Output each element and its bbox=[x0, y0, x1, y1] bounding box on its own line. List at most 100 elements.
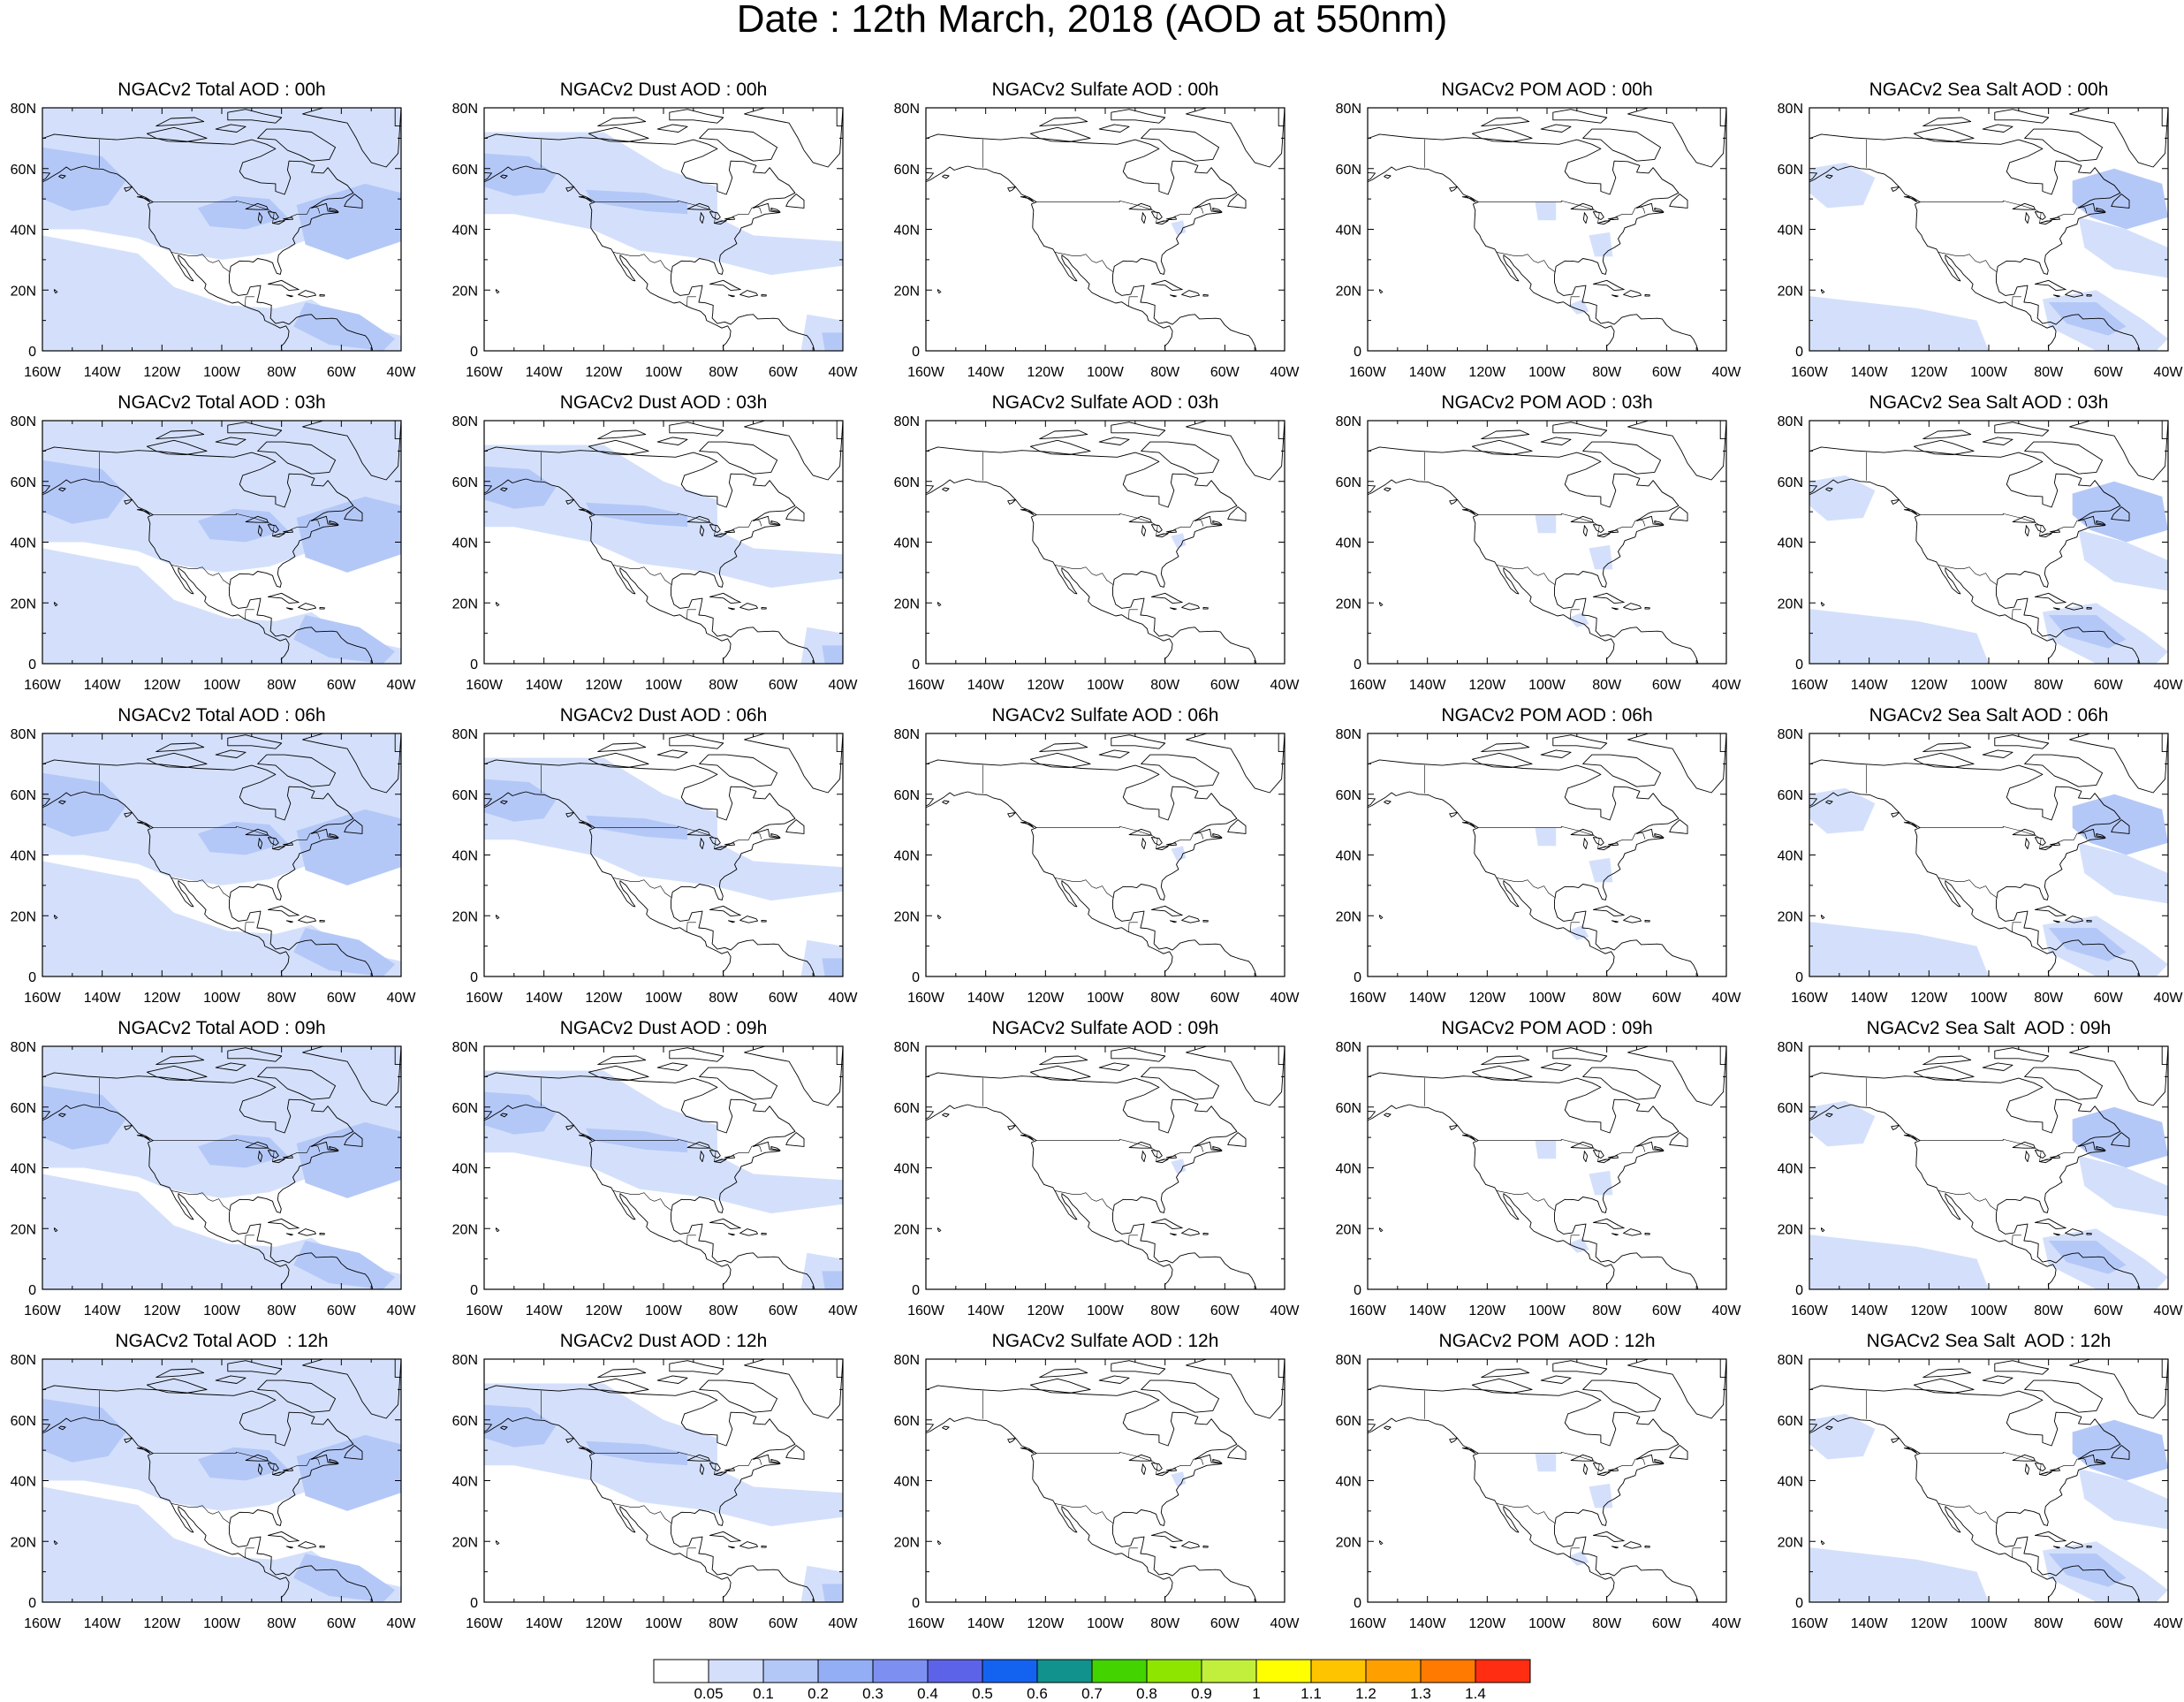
lon-tick-label: 100W bbox=[645, 678, 683, 693]
aod-field-ssAtl2 bbox=[2078, 529, 2168, 591]
colorbar-swatch bbox=[708, 1659, 764, 1683]
colorbar-swatch bbox=[982, 1659, 1038, 1683]
map-panel: 160W 140W 120W 100W 80W 60W 40W 0 20N 40N 60N 80N bbox=[1336, 414, 1742, 693]
lon-tick-label: 160W bbox=[466, 678, 504, 693]
map-panel: 160W 140W 120W 100W 80W 60W 40W 0 20N 40N 60N 80N bbox=[452, 102, 859, 380]
coastline bbox=[1368, 733, 1726, 976]
lon-tick-label: 60W bbox=[1210, 365, 1240, 380]
political-borders bbox=[99, 1077, 321, 1245]
lat-tick-label: 60N bbox=[452, 1414, 478, 1429]
lat-tick-label: 60N bbox=[1778, 475, 1803, 490]
lon-tick-label: 100W bbox=[1087, 365, 1125, 380]
aod-field-totalBand bbox=[197, 195, 288, 230]
lon-tick-label: 40W bbox=[2154, 365, 2184, 380]
lat-tick-label: 40N bbox=[894, 1475, 920, 1490]
lon-tick-label: 160W bbox=[907, 365, 945, 380]
political-borders bbox=[1866, 1390, 2088, 1558]
lat-tick-label: 40N bbox=[1778, 224, 1803, 239]
lon-tick-label: 40W bbox=[1270, 991, 1301, 1006]
lat-tick-label: 80N bbox=[894, 727, 920, 742]
aod-field-ssNW bbox=[1809, 1413, 1876, 1460]
lon-tick-label: 60W bbox=[2094, 1303, 2124, 1318]
colorbar-label: 1.1 bbox=[1301, 1685, 1322, 1698]
political-borders bbox=[99, 139, 321, 307]
panel-title: NGACv2 POM AOD : 09h bbox=[1441, 1018, 1653, 1038]
lon-tick-label: 100W bbox=[203, 365, 241, 380]
lat-tick-label: 0 bbox=[28, 970, 36, 985]
aod-field-totalBand bbox=[197, 821, 288, 855]
political-borders bbox=[541, 764, 762, 932]
panel-title: NGACv2 Dust AOD : 09h bbox=[559, 1018, 768, 1038]
lat-tick-label: 20N bbox=[11, 284, 36, 299]
political-borders bbox=[1866, 1077, 2088, 1245]
lat-tick-label: 40N bbox=[11, 849, 36, 864]
lon-tick-label: 100W bbox=[203, 1616, 241, 1631]
lon-tick-label: 80W bbox=[1150, 991, 1180, 1006]
lat-tick-label: 20N bbox=[1336, 1222, 1361, 1237]
lon-tick-label: 80W bbox=[1592, 1616, 1622, 1631]
lon-tick-label: 120W bbox=[1027, 1616, 1065, 1631]
lon-tick-label: 120W bbox=[1910, 678, 1948, 693]
panel-title: NGACv2 Sulfate AOD : 00h bbox=[991, 80, 1219, 100]
lat-tick-label: 60N bbox=[11, 1101, 36, 1116]
aod-field-totalBand bbox=[197, 1447, 288, 1481]
lat-tick-label: 40N bbox=[1336, 1162, 1361, 1177]
lon-tick-label: 140W bbox=[967, 365, 1005, 380]
lon-tick-label: 80W bbox=[1592, 991, 1622, 1006]
lon-tick-label: 40W bbox=[829, 1303, 859, 1318]
panel-title: NGACv2 Total AOD : 06h bbox=[118, 705, 326, 726]
panel-title: NGACv2 Total AOD : 12h bbox=[115, 1331, 329, 1351]
lon-tick-label: 100W bbox=[203, 1303, 241, 1318]
lon-tick-label: 120W bbox=[585, 1616, 623, 1631]
lon-tick-label: 80W bbox=[267, 991, 297, 1006]
lat-tick-label: 0 bbox=[1795, 1283, 1803, 1298]
lat-tick-label: 80N bbox=[1336, 1040, 1361, 1055]
lon-tick-label: 120W bbox=[143, 1303, 181, 1318]
lon-tick-label: 160W bbox=[24, 1303, 62, 1318]
lat-tick-label: 60N bbox=[894, 1414, 920, 1429]
lon-tick-label: 100W bbox=[645, 991, 683, 1006]
lon-tick-label: 140W bbox=[1851, 365, 1889, 380]
political-borders bbox=[982, 139, 1204, 307]
lat-tick-label: 40N bbox=[11, 224, 36, 239]
colorbar-swatch bbox=[1036, 1659, 1093, 1683]
lat-tick-label: 40N bbox=[452, 224, 478, 239]
map-panel: 160W 140W 120W 100W 80W 60W 40W 0 20N 40N 60N 80N bbox=[1778, 1040, 2184, 1318]
lat-tick-label: 80N bbox=[1336, 727, 1361, 742]
lat-tick-label: 0 bbox=[1354, 1283, 1361, 1298]
lon-tick-label: 140W bbox=[1409, 1616, 1447, 1631]
map-panel: 160W 140W 120W 100W 80W 60W 40W 0 20N 40N 60N 80N bbox=[1778, 1353, 2184, 1631]
lat-tick-label: 20N bbox=[452, 284, 478, 299]
lat-tick-label: 80N bbox=[894, 414, 920, 429]
aod-field-totalCarib bbox=[293, 615, 396, 664]
lon-tick-label: 120W bbox=[143, 1616, 181, 1631]
lat-tick-label: 0 bbox=[1795, 657, 1803, 672]
aod-field-pomPatch3 bbox=[1567, 612, 1589, 627]
lon-tick-label: 120W bbox=[1910, 365, 1948, 380]
aod-field-dustRing bbox=[484, 1091, 557, 1135]
lat-tick-label: 40N bbox=[894, 1162, 920, 1177]
lat-tick-label: 60N bbox=[894, 475, 920, 490]
lon-tick-label: 160W bbox=[1791, 991, 1829, 1006]
lon-tick-label: 140W bbox=[84, 991, 122, 1006]
lon-tick-label: 60W bbox=[1210, 1616, 1240, 1631]
lat-tick-label: 0 bbox=[1795, 970, 1803, 985]
aod-field-totalBand bbox=[197, 1134, 288, 1168]
political-borders bbox=[99, 1390, 321, 1558]
lon-tick-label: 40W bbox=[387, 1303, 417, 1318]
aod-field-pomPatch3 bbox=[1567, 924, 1589, 940]
lon-tick-label: 40W bbox=[387, 678, 417, 693]
lon-tick-label: 120W bbox=[1027, 1303, 1065, 1318]
lon-tick-label: 100W bbox=[1087, 991, 1125, 1006]
aod-field-ssPac bbox=[1809, 1235, 1989, 1289]
colorbar-swatch bbox=[1420, 1659, 1476, 1683]
panel-title: NGACv2 Dust AOD : 00h bbox=[559, 80, 768, 100]
colorbar-swatch bbox=[817, 1659, 874, 1683]
lat-tick-label: 60N bbox=[1336, 788, 1361, 803]
lon-tick-label: 60W bbox=[2094, 365, 2124, 380]
lon-tick-label: 40W bbox=[1712, 1303, 1742, 1318]
map-panel: 160W 140W 120W 100W 80W 60W 40W 0 20N 40N 60N 80N bbox=[894, 414, 1301, 693]
aod-field-totalCarib bbox=[293, 1554, 396, 1602]
lon-tick-label: 80W bbox=[267, 1616, 297, 1631]
lat-tick-label: 0 bbox=[1795, 1596, 1803, 1611]
